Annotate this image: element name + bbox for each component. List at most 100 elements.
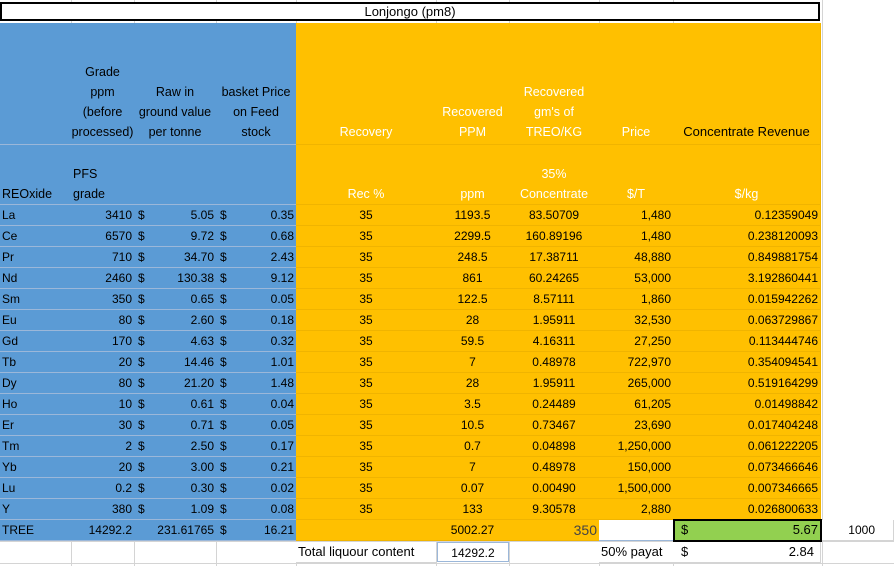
- cell-recovered-ppm[interactable]: 28: [436, 310, 510, 331]
- cell-recovered-gms[interactable]: 83.50709: [509, 205, 600, 226]
- cell-recovered-gms[interactable]: 60.24265: [509, 268, 600, 289]
- cell-recovered-ppm[interactable]: 133: [436, 499, 510, 520]
- cell-basket-price[interactable]: $0.04: [216, 394, 297, 415]
- header-concentrate-revenue[interactable]: Concentrate Revenue: [673, 23, 821, 145]
- cell-raw-value[interactable]: $21.20: [134, 373, 217, 394]
- cell-oxide[interactable]: Lu: [0, 478, 72, 499]
- tree-ppm[interactable]: 5002.27: [436, 520, 510, 541]
- liquour-value[interactable]: 14292.2: [437, 542, 509, 562]
- cell-recovery[interactable]: 35: [296, 436, 437, 457]
- cell-raw-value[interactable]: $2.50: [134, 436, 217, 457]
- cell-recovery[interactable]: 35: [296, 478, 437, 499]
- cell-revenue-per-kg[interactable]: 0.063729867: [673, 310, 821, 331]
- cell-price[interactable]: 2,880: [599, 499, 674, 520]
- cell-recovered-gms[interactable]: 160.89196: [509, 226, 600, 247]
- cell-recovered-ppm[interactable]: 1193.5: [436, 205, 510, 226]
- cell-raw-value[interactable]: $0.71: [134, 415, 217, 436]
- cell-revenue-per-kg[interactable]: 0.061222205: [673, 436, 821, 457]
- cell-recovered-gms[interactable]: 1.95911: [509, 310, 600, 331]
- cell-recovered-ppm[interactable]: 861: [436, 268, 510, 289]
- header-cell-blank[interactable]: [0, 23, 72, 145]
- subheader-rec-pct[interactable]: Rec %: [296, 145, 437, 205]
- cell-oxide[interactable]: Ce: [0, 226, 72, 247]
- tree-label[interactable]: TREE: [0, 520, 72, 541]
- cell-grade[interactable]: 80: [71, 310, 135, 331]
- liquour-label[interactable]: Total liquour content: [296, 542, 437, 563]
- header-recovered-gms[interactable]: Recovered gm's of TREO/KG: [509, 23, 600, 145]
- cell-revenue-per-kg[interactable]: 0.015942262: [673, 289, 821, 310]
- cell-raw-value[interactable]: $5.05: [134, 205, 217, 226]
- cell-grade[interactable]: 80: [71, 373, 135, 394]
- cell-revenue-per-kg[interactable]: 0.017404248: [673, 415, 821, 436]
- cell-price[interactable]: 61,205: [599, 394, 674, 415]
- cell-basket-price[interactable]: $0.32: [216, 331, 297, 352]
- cell-recovery[interactable]: 35: [296, 331, 437, 352]
- cell-recovery[interactable]: 35: [296, 394, 437, 415]
- cell-grade[interactable]: 2460: [71, 268, 135, 289]
- cell-basket-price[interactable]: $1.48: [216, 373, 297, 394]
- cell-revenue-per-kg[interactable]: 0.01498842: [673, 394, 821, 415]
- cell-raw-value[interactable]: $34.70: [134, 247, 217, 268]
- cell-recovery[interactable]: 35: [296, 415, 437, 436]
- cell-price[interactable]: 32,530: [599, 310, 674, 331]
- cell-raw-value[interactable]: $3.00: [134, 457, 217, 478]
- cell-recovered-gms[interactable]: 0.48978: [509, 457, 600, 478]
- cell-oxide[interactable]: Tm: [0, 436, 72, 457]
- subheader-per-kg[interactable]: $/kg: [673, 145, 821, 205]
- subheader-oxide[interactable]: REOxide: [0, 145, 72, 205]
- cell-raw-value[interactable]: $130.38: [134, 268, 217, 289]
- cell-grade[interactable]: 20: [71, 352, 135, 373]
- cell-basket-price[interactable]: $2.43: [216, 247, 297, 268]
- cell-price[interactable]: 722,970: [599, 352, 674, 373]
- cell-recovered-ppm[interactable]: 28: [436, 373, 510, 394]
- subheader-blank[interactable]: [216, 145, 297, 205]
- cell-recovery[interactable]: 35: [296, 247, 437, 268]
- header-price[interactable]: Price: [599, 23, 674, 145]
- cell-recovered-gms[interactable]: 0.48978: [509, 352, 600, 373]
- cell-grade[interactable]: 10: [71, 394, 135, 415]
- cell-basket-price[interactable]: $0.21: [216, 457, 297, 478]
- cell-recovered-ppm[interactable]: 7: [436, 457, 510, 478]
- cell-oxide[interactable]: Gd: [0, 331, 72, 352]
- cell-recovery[interactable]: 35: [296, 268, 437, 289]
- cell-grade[interactable]: 30: [71, 415, 135, 436]
- cell-revenue-per-kg[interactable]: 0.519164299: [673, 373, 821, 394]
- cell-recovered-ppm[interactable]: 10.5: [436, 415, 510, 436]
- cell-price[interactable]: 150,000: [599, 457, 674, 478]
- cell-raw-value[interactable]: $4.63: [134, 331, 217, 352]
- cell-basket-price[interactable]: $0.08: [216, 499, 297, 520]
- cell-recovery[interactable]: 35: [296, 205, 437, 226]
- cell-price[interactable]: 23,690: [599, 415, 674, 436]
- cell-price[interactable]: 1,480: [599, 226, 674, 247]
- cell-recovery[interactable]: 35: [296, 457, 437, 478]
- cell-raw-value[interactable]: $2.60: [134, 310, 217, 331]
- cell-revenue-per-kg[interactable]: 3.192860441: [673, 268, 821, 289]
- cell-oxide[interactable]: Y: [0, 499, 72, 520]
- tree-total-revenue[interactable]: $ 5.67: [673, 520, 821, 541]
- cell-price[interactable]: 1,860: [599, 289, 674, 310]
- header-basket-price[interactable]: basket Price on Feed stock: [216, 23, 297, 145]
- subheader-ppm[interactable]: ppm: [436, 145, 510, 205]
- cell-oxide[interactable]: Sm: [0, 289, 72, 310]
- cell-revenue-per-kg[interactable]: 0.073466646: [673, 457, 821, 478]
- cell-basket-price[interactable]: $1.01: [216, 352, 297, 373]
- cell-recovered-gms[interactable]: 8.57111: [509, 289, 600, 310]
- tree-grade[interactable]: 14292.2: [71, 520, 135, 541]
- tree-blank[interactable]: [296, 520, 437, 541]
- subheader-concentrate[interactable]: 35% Concentrate: [509, 145, 600, 205]
- cell-recovered-gms[interactable]: 1.95911: [509, 373, 600, 394]
- cell-recovered-ppm[interactable]: 7: [436, 352, 510, 373]
- cell-basket-price[interactable]: $0.05: [216, 415, 297, 436]
- cell-revenue-per-kg[interactable]: 0.12359049: [673, 205, 821, 226]
- cell-recovered-gms[interactable]: 4.16311: [509, 331, 600, 352]
- tree-raw[interactable]: 231.61765: [134, 520, 217, 541]
- side-value[interactable]: 1000: [822, 520, 894, 541]
- cell-grade[interactable]: 20: [71, 457, 135, 478]
- cell-revenue-per-kg[interactable]: 0.026800633: [673, 499, 821, 520]
- cell-grade[interactable]: 2: [71, 436, 135, 457]
- tree-gms[interactable]: 350: [509, 520, 600, 541]
- cell-raw-value[interactable]: $1.09: [134, 499, 217, 520]
- tree-basket-cell[interactable]: $ 16.21: [216, 520, 297, 541]
- cell-oxide[interactable]: Dy: [0, 373, 72, 394]
- subheader-pfs-grade[interactable]: PFS grade: [71, 145, 135, 205]
